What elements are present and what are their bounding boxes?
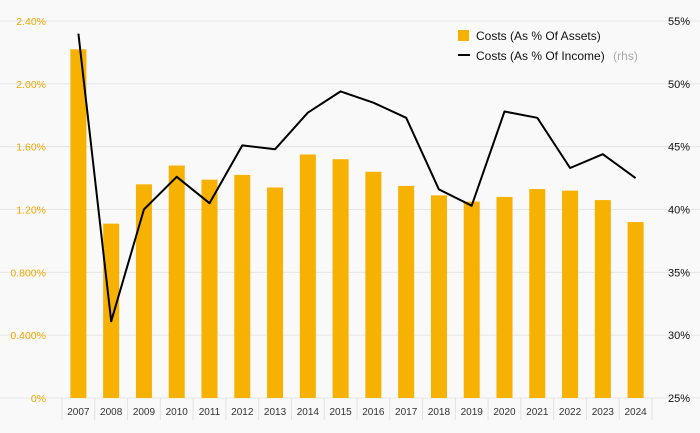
bar-2022 (562, 190, 579, 398)
bar-2020 (496, 196, 513, 398)
legend-label-income-group: Costs (As % Of Income) (rhs) (476, 47, 638, 64)
bar-2015 (332, 159, 349, 398)
legend-label-assets: Costs (As % Of Assets) (476, 29, 601, 43)
left-tick-label: 0.400% (10, 330, 46, 342)
bar-2010 (168, 165, 185, 398)
x-tick-label: 2010 (166, 407, 189, 418)
bar-2013 (267, 187, 284, 398)
right-axis: 25% 30% 35% 40% 45% 50% 55% (668, 16, 690, 405)
bar-2016 (365, 171, 382, 398)
right-tick-label: 45% (668, 142, 690, 154)
left-tick-label: 0.800% (10, 267, 46, 279)
legend: Costs (As % Of Assets) Costs (As % Of In… (458, 29, 638, 64)
x-tick-label: 2011 (199, 407, 221, 418)
bar-2021 (529, 189, 546, 398)
x-tick-label: 2022 (559, 407, 582, 418)
x-tick-label: 2023 (592, 407, 615, 418)
right-tick-label: 25% (668, 393, 690, 405)
left-tick-label: 2.00% (16, 79, 46, 91)
right-tick-label: 40% (668, 205, 690, 217)
left-tick-label: 1.20% (16, 205, 46, 217)
x-tick-label: 2014 (297, 407, 320, 418)
x-tick-label: 2009 (133, 407, 156, 418)
x-tick-label: 2024 (624, 407, 647, 418)
bar-2007 (70, 49, 87, 399)
line-series-income (77, 33, 637, 323)
bar-series-assets (70, 49, 644, 399)
left-tick-label: 0% (31, 393, 46, 405)
x-tick-label: 2007 (67, 407, 90, 418)
x-tick-label: 2008 (100, 407, 123, 418)
x-tick-label: 2012 (231, 407, 254, 418)
bar-2014 (299, 154, 316, 398)
x-tick-label: 2016 (362, 407, 385, 418)
bar-2012 (234, 174, 251, 398)
legend-note-rhs: (rhs) (613, 49, 638, 63)
right-tick-label: 30% (668, 330, 690, 342)
x-tick-label: 2020 (493, 407, 516, 418)
bar-2024 (627, 222, 644, 398)
x-axis: 2007 2008 2009 2010 2011 2012 2013 2014 2015 2016… (61, 398, 653, 420)
bar-2017 (398, 185, 415, 398)
x-tick-label: 2015 (329, 407, 352, 418)
bar-2018 (430, 195, 447, 398)
bar-2023 (594, 200, 611, 398)
bar-2011 (201, 179, 218, 398)
right-tick-label: 35% (668, 267, 690, 279)
income-line (77, 33, 637, 323)
left-axis: 0% 0.400% 0.800% 1.20% 1.60% 2.00% 2.40% (10, 16, 46, 405)
legend-swatch-assets (458, 30, 469, 41)
left-tick-label: 1.60% (16, 142, 46, 154)
left-tick-label: 2.40% (16, 16, 46, 28)
bar-2009 (135, 184, 152, 398)
x-tick-label: 2013 (264, 407, 287, 418)
right-tick-label: 55% (668, 16, 690, 28)
bar-2008 (103, 223, 120, 398)
x-tick-label: 2021 (526, 407, 549, 418)
right-tick-label: 50% (668, 79, 690, 91)
x-tick-label: 2019 (461, 407, 484, 418)
x-tick-label: 2017 (395, 407, 418, 418)
legend-label-income: Costs (As % Of Income) (476, 49, 605, 63)
bar-2019 (463, 201, 480, 398)
x-tick-label: 2018 (428, 407, 451, 418)
